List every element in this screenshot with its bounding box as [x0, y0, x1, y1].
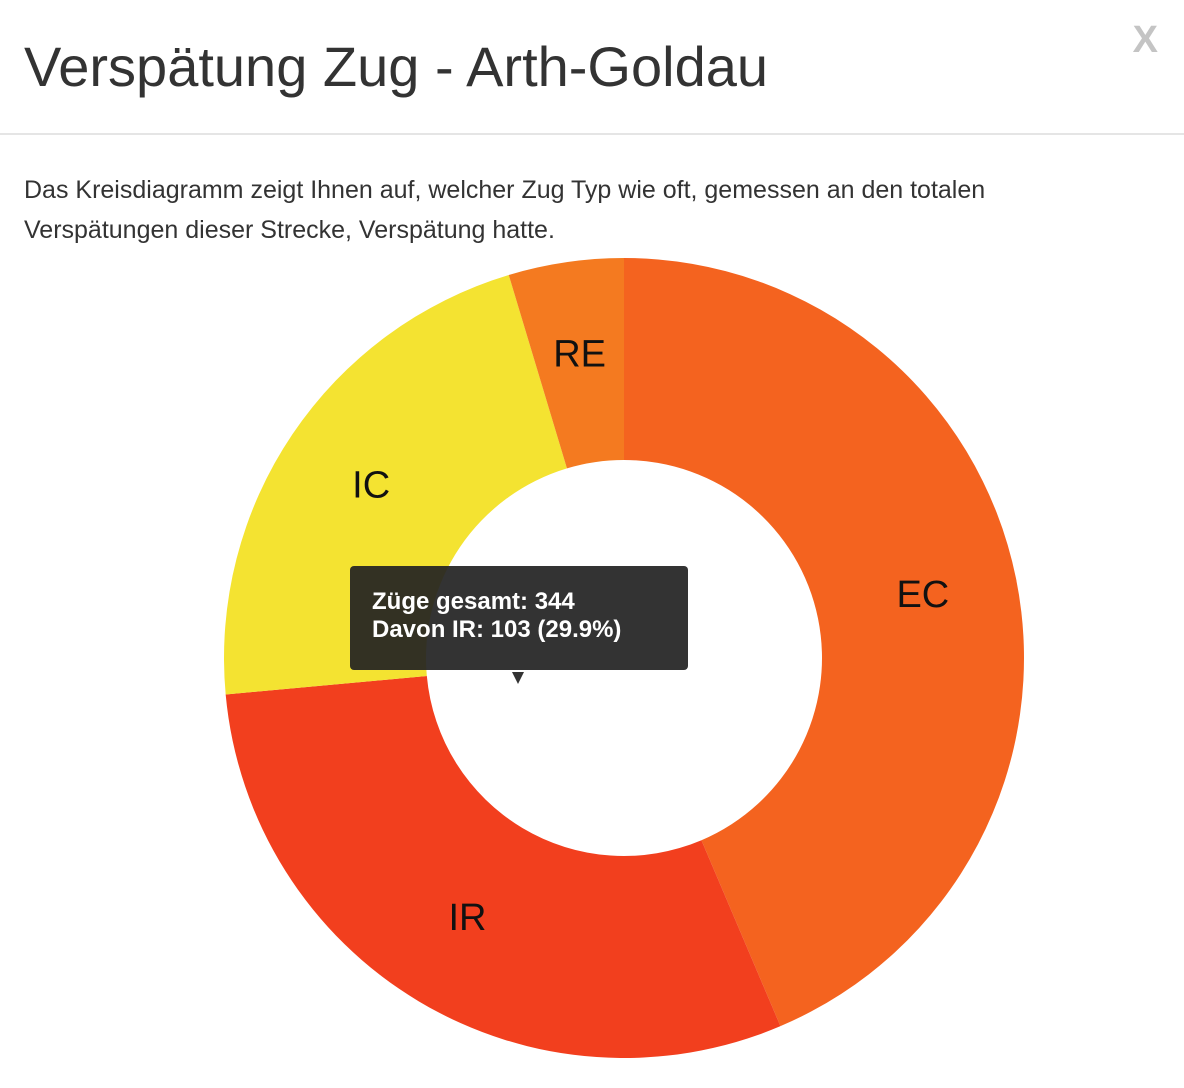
- modal-title: Verspätung Zug - Arth-Goldau: [24, 35, 768, 98]
- slice-label-ic: IC: [352, 464, 390, 506]
- tooltip-detail: Davon IR: 103 (29.9%): [372, 616, 622, 643]
- tooltip-total: Züge gesamt: 344: [372, 588, 575, 615]
- slice-label-ir: IR: [448, 897, 486, 939]
- slice-ir[interactable]: [225, 676, 781, 1058]
- slice-label-re: RE: [553, 333, 606, 375]
- slice-ic[interactable]: [224, 274, 567, 695]
- chart-description: Das Kreisdiagramm zeigt Ihnen auf, welch…: [24, 176, 986, 244]
- close-button[interactable]: X: [1132, 19, 1158, 61]
- slice-ec[interactable]: [624, 258, 1024, 1027]
- modal-header: Verspätung Zug - Arth-Goldau X: [0, 0, 1184, 135]
- chart-tooltip: Züge gesamt: 344 Davon IR: 103 (29.9%): [350, 566, 688, 670]
- slice-label-ec: EC: [896, 574, 949, 616]
- tooltip-arrow-icon: [512, 672, 524, 684]
- slice-re[interactable]: [508, 258, 624, 469]
